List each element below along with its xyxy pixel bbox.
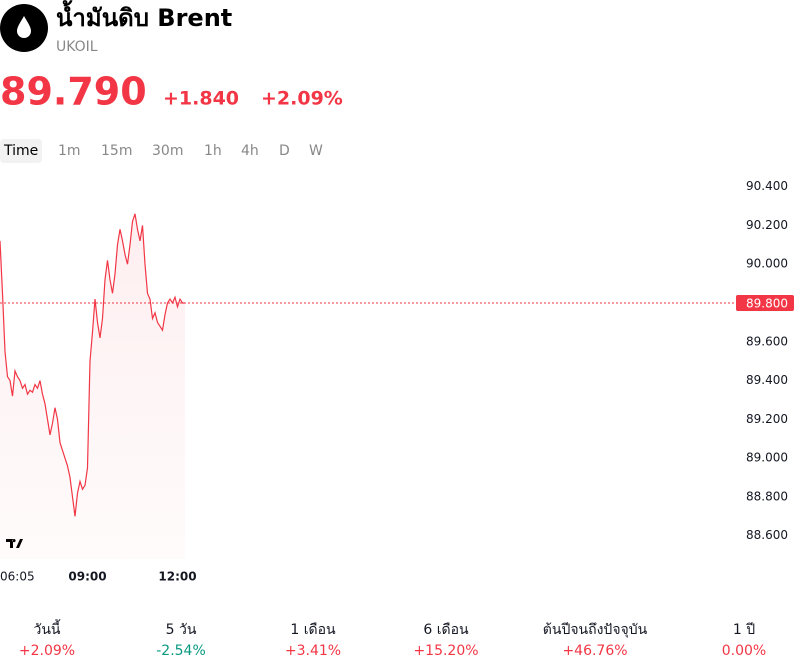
timeframe-button[interactable]: 1m	[58, 143, 81, 159]
period-label: ต้นปีจนถึงปัจจุบัน	[543, 622, 648, 638]
x-tick-label: 06:05	[0, 570, 35, 584]
y-tick-label: 88.600	[746, 528, 788, 542]
price: 89.790	[0, 70, 147, 114]
period-label: 1 เดือน	[290, 622, 336, 638]
timeframe-button[interactable]: 1h	[204, 143, 222, 159]
y-tick-label: 88.800	[746, 489, 788, 503]
x-tick-label: 12:00	[158, 570, 196, 584]
x-tick-label: 09:00	[68, 570, 106, 584]
period-label: 1 ปี	[733, 622, 755, 638]
period-label: 6 เดือน	[423, 622, 469, 638]
period-change: +3.41%	[285, 643, 341, 659]
y-tick-label: 90.400	[746, 179, 788, 193]
area-fill	[0, 213, 185, 560]
y-tick-label: 89.000	[746, 451, 788, 465]
timeframe-button[interactable]: 15m	[101, 143, 132, 159]
period-label: 5 วัน	[166, 622, 197, 638]
y-tick-label: 90.000	[746, 257, 788, 271]
period-change: -2.54%	[156, 643, 206, 659]
change-percent: +2.09%	[261, 88, 343, 110]
y-tick-label: 90.200	[746, 218, 788, 232]
period-change: 0.00%	[722, 643, 766, 659]
period-change: +2.09%	[19, 643, 75, 659]
timeframe-button[interactable]: Time	[3, 143, 38, 159]
y-tick-label: 89.600	[746, 334, 788, 348]
y-tick-label: 89.200	[746, 412, 788, 426]
title: น้ำมันดิบ Brent	[56, 0, 232, 32]
price-line	[0, 213, 185, 517]
symbol-icon	[0, 4, 48, 52]
period-change: +46.76%	[562, 643, 627, 659]
timeframe-button[interactable]: W	[309, 143, 323, 159]
period-change: +15.20%	[413, 643, 478, 659]
symbol: UKOIL	[56, 39, 98, 55]
change: +1.840	[163, 88, 239, 110]
timeframe-button[interactable]: 30m	[152, 143, 183, 159]
period-label: วันนี้	[33, 619, 61, 638]
timeframe-button[interactable]: 4h	[241, 143, 259, 159]
active-timeframe-bg	[0, 139, 42, 163]
last-price-badge	[736, 295, 794, 311]
last-price-label: 89.800	[746, 297, 788, 311]
timeframe-button[interactable]: D	[279, 143, 290, 159]
y-tick-label: 89.400	[746, 373, 788, 387]
